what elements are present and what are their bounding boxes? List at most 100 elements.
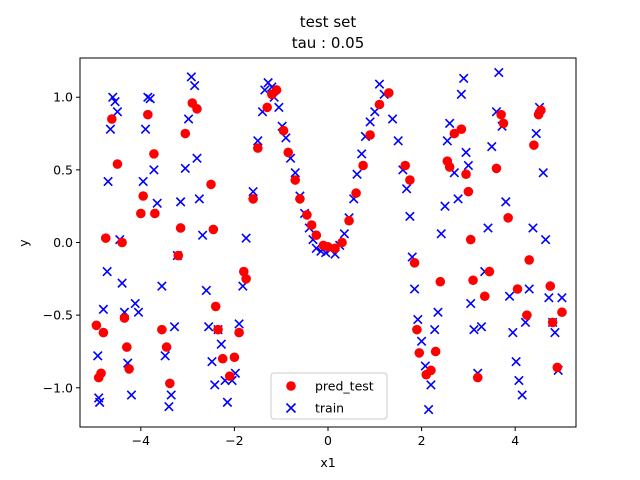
- train-point: [248, 186, 258, 197]
- train-point: [152, 198, 162, 209]
- train-point: [164, 401, 174, 412]
- train-point: [222, 397, 233, 408]
- train-point: [444, 118, 455, 129]
- x-axis-label: x1: [320, 455, 335, 470]
- train-point: [189, 80, 200, 91]
- pred-test-point: [557, 307, 567, 318]
- pred-test-point: [358, 160, 368, 171]
- pred-test-point: [449, 128, 460, 139]
- pred-test-point: [165, 378, 175, 389]
- pred-test-point: [468, 275, 478, 286]
- y-tick-label: 0.0: [53, 235, 73, 250]
- train-point: [387, 114, 398, 124]
- train-point: [110, 96, 120, 107]
- pred-test-point: [224, 371, 235, 381]
- train-point: [160, 351, 170, 361]
- pred-test-point: [547, 317, 558, 328]
- pred-test-point: [306, 220, 317, 230]
- pred-test-point: [522, 310, 532, 320]
- legend-marker-pred-test: [286, 381, 296, 391]
- train-point: [405, 211, 415, 222]
- pred-test-point: [400, 160, 411, 171]
- train-point: [538, 168, 549, 178]
- train-point: [145, 93, 155, 104]
- pred-test-point: [143, 109, 153, 120]
- pred-test-point: [344, 215, 354, 226]
- pred-test-point: [91, 320, 102, 331]
- legend-label-train: train: [315, 401, 344, 416]
- pred-test-point: [412, 324, 422, 335]
- pred-test-point: [330, 243, 340, 254]
- pred-test-point: [512, 284, 523, 294]
- train-point: [442, 136, 453, 146]
- pred-test-point: [302, 210, 312, 220]
- train-point: [130, 298, 140, 309]
- pred-test-point: [157, 324, 167, 335]
- train-point: [456, 89, 467, 100]
- train-point: [180, 163, 191, 174]
- train-point: [274, 102, 284, 113]
- legend: pred_test train: [270, 372, 388, 420]
- pred-test-point: [241, 274, 251, 284]
- train-point: [98, 304, 109, 315]
- pred-test-point: [208, 224, 219, 235]
- pred-test-point: [229, 352, 240, 363]
- train-point: [494, 67, 504, 78]
- pred-test-point: [121, 342, 132, 352]
- pred-test-point: [430, 346, 441, 357]
- train-point: [393, 136, 403, 146]
- train-point: [423, 404, 434, 415]
- pred-test-point: [491, 163, 502, 174]
- train-point: [528, 223, 538, 233]
- train-point: [133, 307, 144, 317]
- train-point: [416, 336, 427, 347]
- y-tick-label: −0.5: [43, 308, 73, 323]
- pred-test-point: [173, 250, 184, 261]
- pred-test-point: [248, 194, 258, 204]
- train-point: [157, 281, 167, 291]
- train-point: [370, 106, 380, 117]
- train-point: [183, 114, 194, 124]
- train-point: [409, 284, 420, 294]
- train-point: [461, 147, 471, 158]
- y-axis-ticks: −1.0 −0.5 0.0 0.5 1.0: [43, 90, 80, 395]
- pred-test-point: [536, 105, 546, 116]
- pred-test-point: [552, 362, 563, 373]
- pred-test-point: [456, 124, 467, 134]
- pred-test-point: [463, 186, 474, 197]
- pred-test-point: [290, 175, 301, 185]
- pred-test-series: [91, 85, 567, 389]
- chart-subtitle: tau : 0.05: [292, 34, 365, 52]
- pred-test-point: [426, 365, 436, 376]
- train-point: [126, 390, 137, 400]
- pred-test-point: [337, 237, 347, 248]
- train-point: [465, 298, 476, 309]
- pred-test-point: [295, 194, 305, 204]
- train-point: [511, 356, 521, 367]
- pred-test-point: [117, 237, 127, 248]
- pred-test-point: [150, 208, 160, 219]
- pred-test-point: [149, 149, 159, 159]
- pred-test-point: [529, 140, 539, 150]
- train-point: [138, 176, 148, 187]
- train-point: [253, 136, 263, 146]
- pred-test-point: [262, 102, 272, 113]
- train-series: [93, 67, 567, 415]
- train-point: [436, 229, 447, 239]
- train-point: [203, 321, 214, 332]
- train-point: [433, 307, 443, 317]
- pred-test-point: [409, 258, 420, 268]
- pred-test-point: [465, 234, 476, 245]
- train-point: [517, 390, 527, 400]
- train-point: [463, 160, 474, 171]
- pred-test-point: [365, 130, 375, 140]
- train-point: [504, 291, 515, 302]
- pred-test-point: [271, 85, 282, 95]
- train-point: [175, 197, 186, 207]
- train-point: [557, 292, 567, 303]
- train-point: [140, 124, 151, 134]
- train-point: [426, 380, 436, 390]
- x-tick-label: 4: [511, 433, 519, 448]
- train-point: [207, 356, 217, 367]
- pred-test-point: [175, 223, 186, 233]
